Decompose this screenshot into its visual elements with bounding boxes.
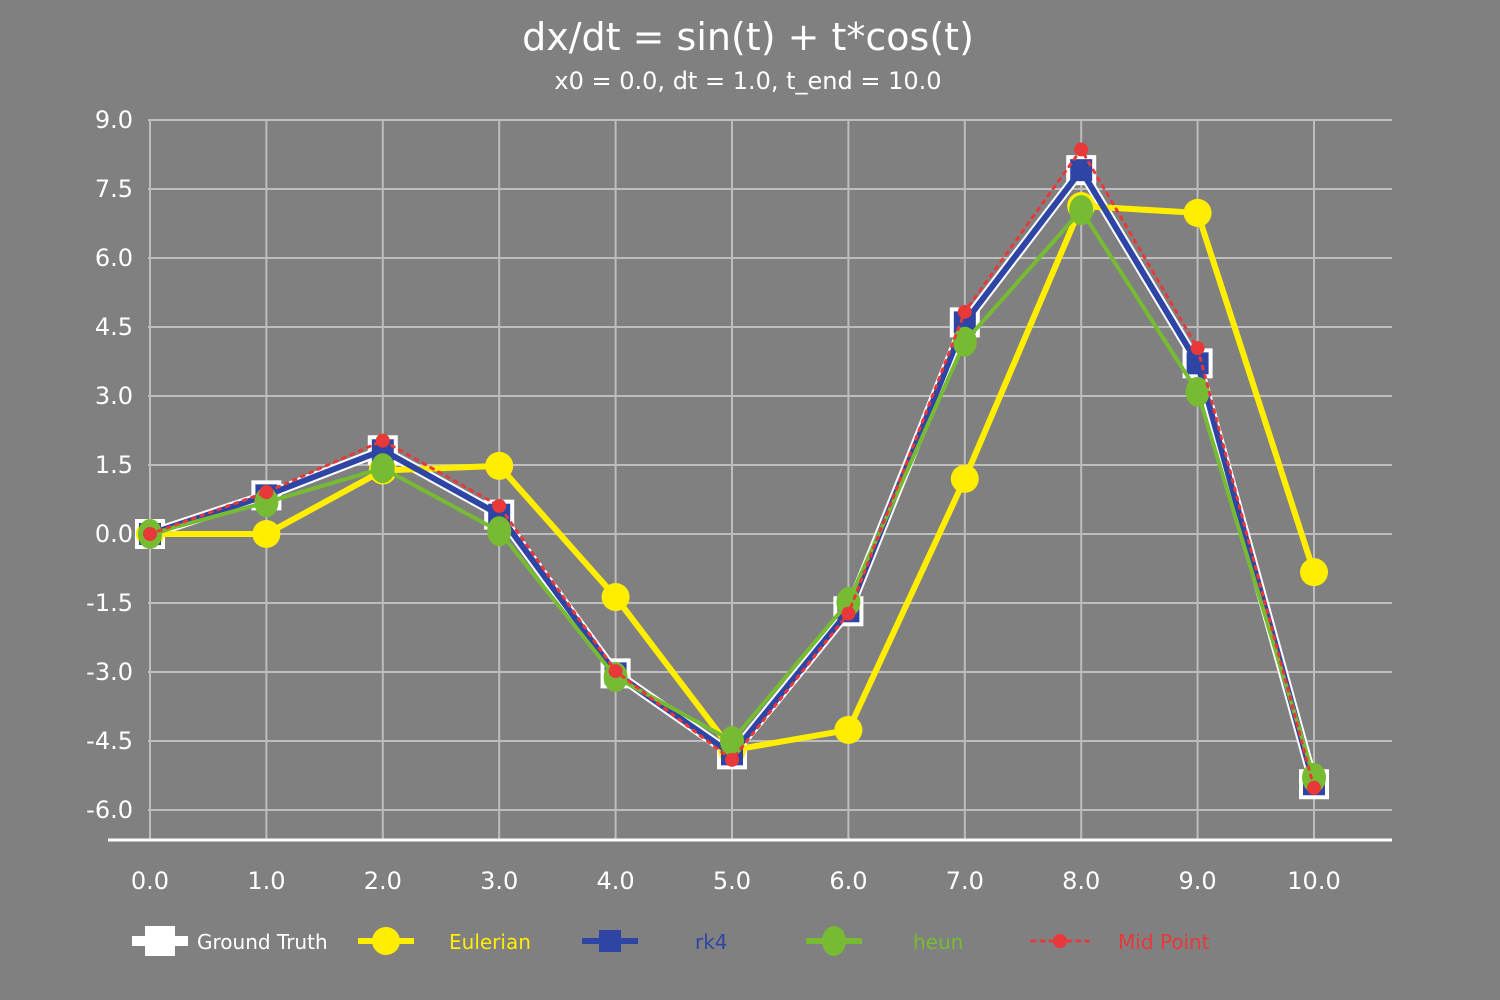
data-point-eulerian <box>485 451 514 480</box>
legend-label: Mid Point <box>1118 930 1210 954</box>
legend-swatch-marker <box>822 926 846 956</box>
data-point-mid-point <box>957 304 972 319</box>
data-point-mid-point <box>492 498 507 513</box>
data-point-mid-point <box>143 527 157 541</box>
data-point-eulerian <box>950 464 979 493</box>
y-tick-label: 1.5 <box>95 451 133 479</box>
x-tick-label: 2.0 <box>364 867 402 895</box>
y-tick-label: 0.0 <box>95 520 133 548</box>
legend-label: Eulerian <box>449 930 531 954</box>
legend: Ground Truth Eulerian rk4 heun Mid Point <box>132 926 1210 956</box>
legend-label: Ground Truth <box>197 930 328 954</box>
x-tick-label: 10.0 <box>1287 867 1340 895</box>
data-point-eulerian <box>601 583 630 612</box>
data-point-heun <box>952 326 977 357</box>
x-tick-label: 3.0 <box>480 867 518 895</box>
y-tick-label: 6.0 <box>95 244 133 272</box>
data-point-heun <box>1069 195 1094 226</box>
legend-item-eulerian: Eulerian <box>358 927 531 955</box>
legend-item-ground-truth: Ground Truth <box>132 926 328 956</box>
data-point-heun <box>370 453 395 484</box>
y-tick-label: -3.0 <box>86 658 133 686</box>
legend-label: rk4 <box>695 930 728 954</box>
x-tick-label: 7.0 <box>946 867 984 895</box>
series-heun <box>138 195 1326 793</box>
x-tick-label: 1.0 <box>247 867 285 895</box>
legend-item-mid-point: Mid Point <box>1030 930 1210 954</box>
y-tick-label: -4.5 <box>86 727 133 755</box>
data-point-mid-point <box>1074 142 1089 157</box>
data-point-mid-point <box>725 752 739 767</box>
axes: 9.0 7.5 6.0 4.5 3.0 1.5 0.0 -1.5 -3.0 -4.5 -6.0 0.0… <box>86 106 1392 895</box>
data-point-mid-point <box>1307 780 1321 795</box>
data-point-eulerian <box>834 715 863 744</box>
y-tick-label: 4.5 <box>95 313 133 341</box>
data-point-heun <box>487 516 512 547</box>
y-tick-label: 9.0 <box>95 106 133 134</box>
legend-swatch-marker <box>1053 934 1067 948</box>
y-tick-label: 3.0 <box>95 382 133 410</box>
data-point-heun <box>1185 376 1210 407</box>
x-tick-label: 6.0 <box>829 867 867 895</box>
legend-item-heun: heun <box>806 926 963 956</box>
y-tick-label: -6.0 <box>86 796 133 824</box>
x-tick-label: 0.0 <box>131 867 169 895</box>
data-point-mid-point <box>1190 341 1205 356</box>
x-tick-label: 5.0 <box>713 867 751 895</box>
data-point-eulerian <box>252 520 281 548</box>
series-group <box>135 142 1329 800</box>
data-point-mid-point <box>259 485 274 500</box>
legend-swatch-marker <box>599 930 621 952</box>
legend-swatch-marker <box>372 927 400 955</box>
x-tick-label: 9.0 <box>1179 867 1217 895</box>
data-point-eulerian <box>1183 198 1212 227</box>
x-tick-label: 4.0 <box>597 867 635 895</box>
data-point-rk4 <box>1070 159 1093 182</box>
y-tick-label: 7.5 <box>95 175 133 203</box>
data-point-mid-point <box>375 433 390 448</box>
x-tick-label: 8.0 <box>1062 867 1100 895</box>
data-point-mid-point <box>841 606 856 621</box>
legend-swatch-marker <box>145 926 175 956</box>
chart-subtitle: x0 = 0.0, dt = 1.0, t_end = 10.0 <box>554 67 941 95</box>
legend-label: heun <box>913 930 963 954</box>
series-mid-point <box>143 142 1321 795</box>
legend-item-rk4: rk4 <box>582 930 728 954</box>
data-point-mid-point <box>608 664 623 679</box>
chart-title: dx/dt = sin(t) + t*cos(t) <box>522 15 974 59</box>
data-point-heun <box>720 726 744 756</box>
data-point-rk4 <box>1186 352 1209 375</box>
y-tick-label: -1.5 <box>86 589 133 617</box>
data-point-eulerian <box>1300 558 1328 587</box>
